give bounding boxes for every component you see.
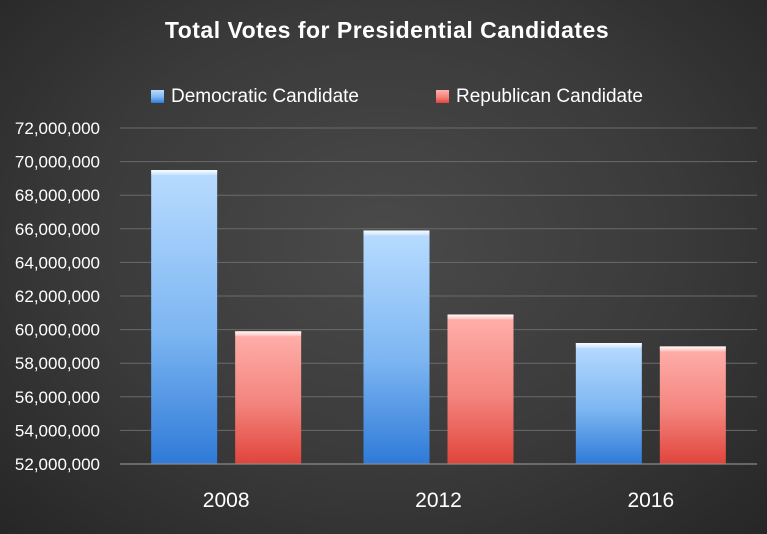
bar-republican-2016 (659, 346, 726, 464)
y-tick-label: 52,000,000 (15, 455, 100, 474)
legend-label: Democratic Candidate (171, 86, 359, 107)
y-tick-label: 66,000,000 (15, 220, 100, 239)
y-tick-label: 56,000,000 (15, 388, 100, 407)
bar-democratic-2016 (575, 343, 642, 464)
y-tick-label: 62,000,000 (15, 287, 100, 306)
y-tick-label: 70,000,000 (15, 153, 100, 172)
x-tick-label: 2008 (203, 489, 250, 512)
bar-republican-2008 (235, 331, 302, 464)
legend-swatch-democratic (151, 90, 164, 103)
bar-republican-2012 (447, 314, 514, 464)
bar-democratic-2012 (363, 230, 430, 464)
gridlines (120, 127, 757, 431)
bar-highlight (363, 230, 430, 236)
bar-highlight (151, 170, 218, 175)
x-axis: 2008 2012 2016 (120, 463, 757, 512)
bar-highlight (575, 343, 642, 349)
y-tick-label: 58,000,000 (15, 354, 100, 373)
y-tick-label: 64,000,000 (15, 253, 100, 272)
y-tick-label: 60,000,000 (15, 321, 100, 340)
x-tick-label: 2016 (627, 489, 674, 512)
bar-highlight (235, 331, 302, 337)
x-tick-label: 2012 (415, 489, 462, 512)
legend-swatch-republican (436, 90, 449, 103)
y-axis: 52,000,000 54,000,000 56,000,000 58,000,000… (15, 119, 100, 474)
bar-highlight (447, 314, 514, 320)
legend-label: Republican Candidate (456, 86, 643, 107)
bars (151, 170, 726, 464)
y-tick-label: 72,000,000 (15, 119, 100, 138)
y-tick-label: 54,000,000 (15, 421, 100, 440)
bar-highlight (659, 346, 726, 352)
chart-title: Total Votes for Presidential Candidates (165, 17, 609, 43)
legend: Democratic Candidate Republican Candidate (151, 86, 643, 107)
y-tick-label: 68,000,000 (15, 186, 100, 205)
bar-democratic-2008 (151, 170, 218, 464)
